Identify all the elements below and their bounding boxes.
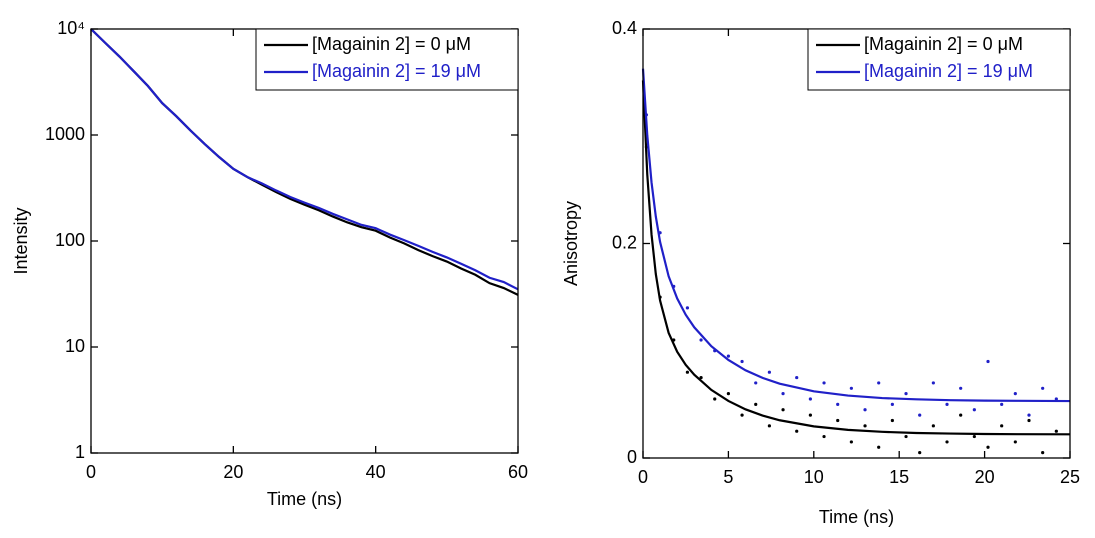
- data-point: [1000, 402, 1004, 406]
- y-axis-label: Intensity: [11, 207, 31, 274]
- data-point: [959, 413, 963, 417]
- legend-label: [Magainin 2] = 0 μM: [312, 34, 471, 54]
- data-point: [685, 370, 690, 374]
- x-tick-label: 5: [723, 467, 733, 487]
- x-tick-label: 25: [1060, 467, 1080, 487]
- data-point: [726, 354, 731, 358]
- data-point: [726, 392, 731, 396]
- series-line: [90, 28, 519, 291]
- data-point: [918, 413, 922, 417]
- data-point: [1041, 386, 1045, 390]
- data-point: [1013, 392, 1017, 396]
- x-tick-label: 20: [223, 462, 243, 482]
- data-point: [1027, 418, 1031, 423]
- x-tick-label: 0: [638, 467, 648, 487]
- data-point: [754, 381, 758, 385]
- data-point: [781, 392, 785, 396]
- data-point: [836, 402, 840, 406]
- y-tick-label: 0: [627, 447, 637, 467]
- data-point: [822, 434, 826, 439]
- data-point: [740, 413, 744, 417]
- data-point: [986, 359, 990, 364]
- data-point: [1013, 440, 1017, 444]
- data-point: [972, 434, 976, 439]
- data-point: [1027, 413, 1031, 417]
- y-tick-label: 0.4: [612, 18, 637, 38]
- data-point: [877, 381, 881, 385]
- legend-box: [255, 28, 519, 91]
- x-tick-label: 40: [366, 462, 386, 482]
- data-point: [1041, 451, 1045, 455]
- data-point: [1054, 429, 1058, 433]
- y-tick-label: 100: [55, 230, 85, 250]
- series-line: [641, 68, 1071, 403]
- y-axis-label: Anisotropy: [561, 201, 581, 286]
- data-point: [767, 370, 771, 374]
- legend-label: [Magainin 2] = 19 μM: [312, 61, 481, 81]
- data-point: [822, 381, 826, 385]
- data-point: [890, 418, 894, 423]
- data-point: [972, 408, 976, 412]
- data-point: [890, 402, 894, 406]
- data-point: [836, 418, 840, 423]
- data-point: [1054, 397, 1058, 401]
- y-tick-label: 0.2: [612, 232, 637, 252]
- y-tick-label: 1: [75, 442, 85, 462]
- legend-label: [Magainin 2] = 19 μM: [864, 61, 1033, 81]
- x-tick-label: 60: [508, 462, 528, 482]
- data-point: [863, 408, 867, 412]
- x-tick-label: 15: [889, 467, 909, 487]
- data-point: [849, 440, 853, 444]
- data-point: [945, 440, 949, 444]
- plot-frame: [90, 28, 519, 454]
- data-point: [767, 424, 771, 428]
- y-tick-label: 10⁴: [57, 18, 85, 38]
- data-point: [795, 429, 799, 433]
- data-point: [781, 408, 785, 412]
- data-point: [918, 451, 922, 455]
- data-point: [931, 424, 935, 428]
- data-point: [713, 397, 717, 401]
- data-point: [986, 445, 990, 449]
- data-point: [685, 306, 690, 310]
- legend-box: [807, 28, 1071, 91]
- data-point: [740, 359, 744, 364]
- x-axis-label: Time (ns): [267, 489, 342, 509]
- data-point: [1000, 424, 1004, 428]
- data-point: [808, 413, 812, 417]
- data-point: [754, 402, 758, 406]
- legend-label: [Magainin 2] = 0 μM: [864, 34, 1023, 54]
- x-axis-label: Time (ns): [819, 507, 894, 527]
- data-point: [808, 397, 812, 401]
- data-point: [849, 386, 853, 390]
- plot-frame: [642, 28, 1071, 459]
- data-point: [877, 445, 881, 449]
- data-point: [795, 375, 799, 380]
- series-line: [641, 80, 1071, 436]
- x-tick-label: 10: [804, 467, 824, 487]
- data-point: [904, 434, 908, 439]
- data-point: [931, 381, 935, 385]
- x-tick-label: 20: [975, 467, 995, 487]
- data-point: [945, 402, 949, 406]
- y-tick-label: 10: [65, 336, 85, 356]
- data-point: [699, 375, 703, 380]
- data-point: [959, 386, 963, 390]
- x-tick-label: 0: [86, 462, 96, 482]
- y-tick-label: 1000: [45, 124, 85, 144]
- data-point: [904, 392, 908, 396]
- data-point: [699, 338, 703, 342]
- data-point: [863, 424, 867, 428]
